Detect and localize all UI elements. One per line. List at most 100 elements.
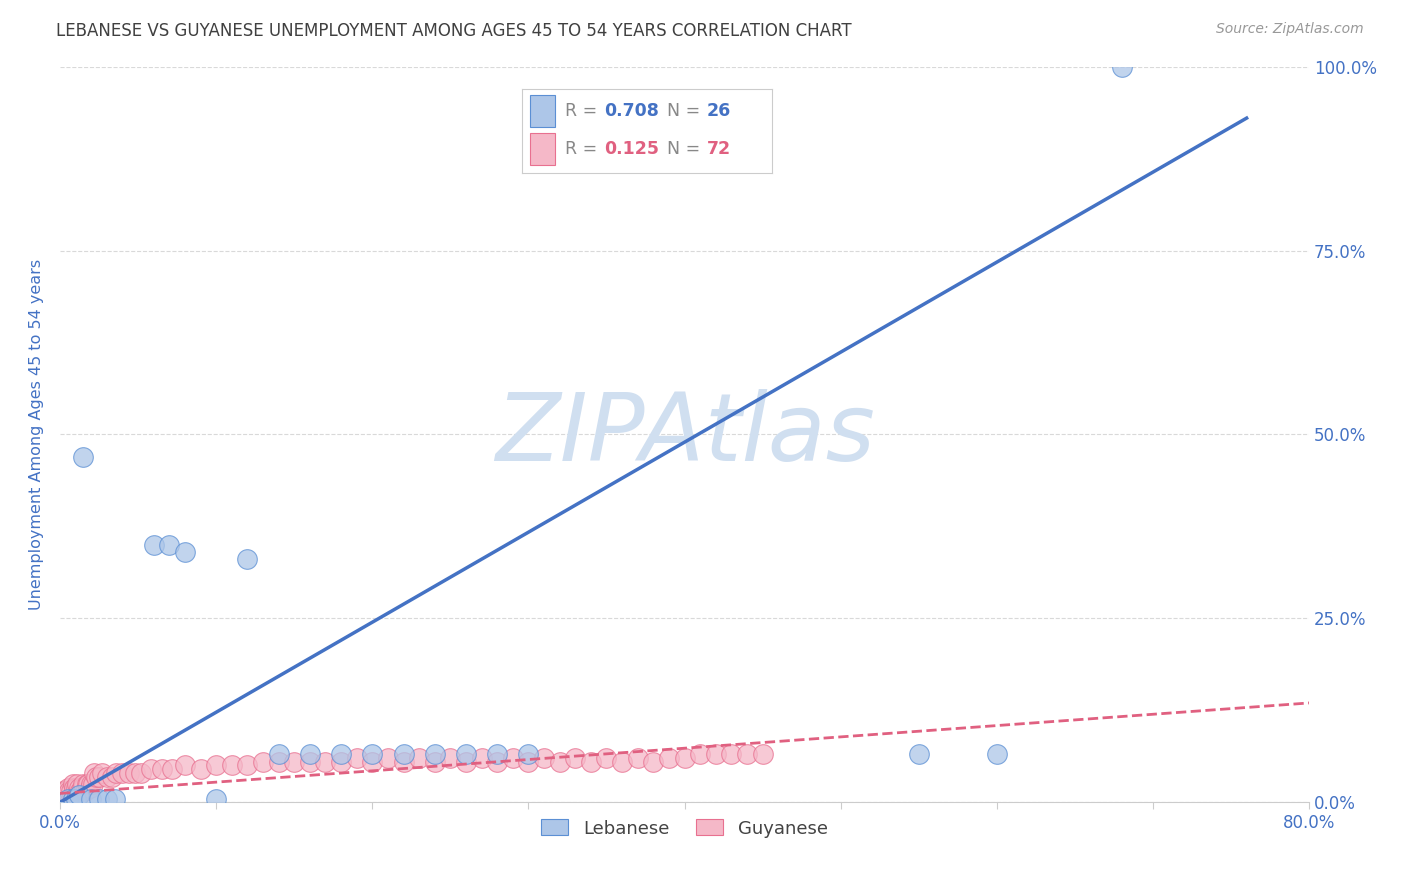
Point: [423, 747, 446, 762]
Point: [548, 755, 571, 769]
Point: [564, 751, 586, 765]
Point: [105, 765, 128, 780]
Point: [72, 450, 94, 464]
Point: [174, 758, 197, 772]
Point: [423, 755, 446, 769]
Point: [83, 765, 105, 780]
Point: [283, 755, 305, 769]
Point: [66, 777, 89, 791]
Point: [579, 755, 602, 769]
Point: [751, 747, 773, 762]
Point: [298, 755, 321, 769]
Point: [673, 751, 696, 765]
Point: [392, 747, 415, 762]
Point: [56, 780, 79, 795]
Point: [361, 747, 384, 762]
Point: [157, 538, 180, 552]
Point: [72, 777, 94, 791]
Point: [454, 747, 477, 762]
Point: [205, 758, 228, 772]
Point: [142, 538, 165, 552]
Point: [643, 755, 665, 769]
Point: [298, 747, 321, 762]
Point: [56, 791, 79, 805]
Point: [252, 755, 274, 769]
Point: [118, 765, 141, 780]
Point: [330, 747, 353, 762]
Point: [55, 784, 77, 798]
Text: Source: ZipAtlas.com: Source: ZipAtlas.com: [1216, 22, 1364, 37]
Point: [907, 747, 929, 762]
Point: [62, 777, 84, 791]
Point: [100, 770, 122, 784]
Point: [627, 751, 650, 765]
Point: [704, 747, 727, 762]
Point: [1111, 60, 1133, 74]
Point: [87, 791, 110, 805]
Point: [58, 784, 80, 798]
Point: [236, 552, 259, 566]
Point: [52, 784, 75, 798]
Point: [486, 747, 509, 762]
Point: [69, 784, 91, 798]
Point: [236, 758, 259, 772]
Point: [62, 791, 84, 805]
Point: [80, 791, 103, 805]
Point: [533, 751, 555, 765]
Point: [87, 770, 110, 784]
Point: [486, 755, 509, 769]
Point: [314, 755, 336, 769]
Text: ZIPAtlas: ZIPAtlas: [495, 389, 875, 480]
Point: [96, 770, 118, 784]
Point: [59, 784, 82, 798]
Point: [91, 765, 114, 780]
Point: [67, 780, 90, 795]
Point: [267, 747, 290, 762]
Point: [111, 765, 134, 780]
Point: [221, 758, 243, 772]
Point: [439, 751, 461, 765]
Point: [84, 770, 107, 784]
Point: [67, 788, 90, 802]
Point: [361, 755, 384, 769]
Point: [174, 545, 197, 559]
Point: [720, 747, 742, 762]
Point: [65, 780, 87, 795]
Point: [80, 777, 103, 791]
Point: [205, 791, 228, 805]
Point: [330, 755, 353, 769]
Point: [82, 777, 104, 791]
Point: [377, 751, 399, 765]
Point: [77, 777, 100, 791]
Point: [392, 755, 415, 769]
Point: [53, 784, 76, 798]
Point: [190, 762, 212, 776]
Point: [150, 762, 173, 776]
Point: [104, 791, 127, 805]
Point: [124, 765, 146, 780]
Point: [73, 784, 96, 798]
Point: [79, 780, 101, 795]
Point: [162, 762, 184, 776]
Point: [502, 751, 524, 765]
Point: [735, 747, 758, 762]
Point: [689, 747, 711, 762]
Point: [595, 751, 617, 765]
Point: [658, 751, 681, 765]
Point: [70, 780, 93, 795]
Y-axis label: Unemployment Among Ages 45 to 54 years: Unemployment Among Ages 45 to 54 years: [30, 259, 44, 610]
Point: [63, 780, 86, 795]
Legend: Lebanese, Guyanese: Lebanese, Guyanese: [534, 812, 835, 845]
Point: [96, 791, 118, 805]
Point: [517, 747, 540, 762]
Point: [65, 791, 87, 805]
Point: [76, 777, 98, 791]
Point: [346, 751, 368, 765]
Point: [267, 755, 290, 769]
Point: [454, 755, 477, 769]
Point: [129, 765, 152, 780]
Point: [408, 751, 430, 765]
Point: [517, 755, 540, 769]
Point: [610, 755, 633, 769]
Point: [471, 751, 494, 765]
